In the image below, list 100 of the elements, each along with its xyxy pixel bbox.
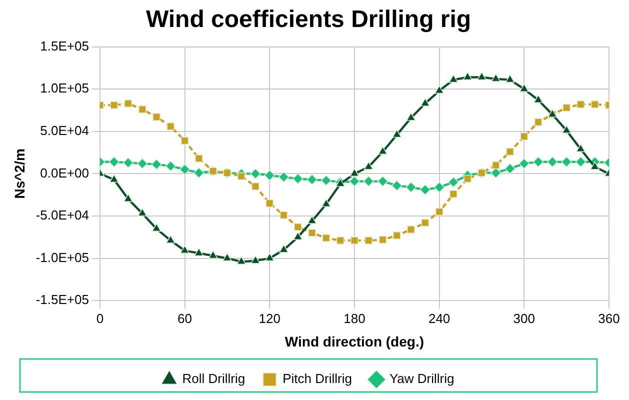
point	[138, 208, 148, 216]
point	[180, 245, 190, 254]
x-tick-label: 0	[96, 310, 104, 326]
point	[280, 211, 288, 220]
point	[322, 234, 330, 242]
point	[364, 162, 374, 170]
point	[320, 175, 332, 186]
point	[576, 100, 585, 108]
y-tick-label: -5.0E+04	[36, 208, 89, 223]
point	[109, 174, 119, 183]
point	[279, 244, 288, 253]
point	[264, 170, 276, 181]
point	[294, 223, 302, 231]
point	[519, 84, 529, 92]
point	[421, 218, 430, 227]
point	[292, 173, 304, 184]
point	[590, 100, 599, 108]
point	[504, 163, 516, 174]
point	[194, 167, 204, 178]
point	[152, 113, 160, 121]
x-tick-label: 300	[513, 310, 536, 326]
x-tick-label: 360	[598, 310, 620, 326]
point	[222, 252, 232, 262]
point	[166, 235, 176, 244]
point	[406, 182, 416, 193]
point	[520, 132, 528, 140]
point	[464, 174, 472, 183]
point	[477, 72, 486, 80]
point	[434, 182, 445, 193]
point	[450, 190, 458, 198]
point	[363, 176, 374, 187]
y-tick-label: 1.0E+05	[40, 80, 89, 96]
point	[505, 74, 515, 83]
point	[420, 184, 431, 196]
point	[434, 85, 444, 94]
point	[122, 157, 134, 168]
point	[152, 223, 162, 232]
point	[561, 156, 572, 168]
point	[350, 236, 358, 244]
point	[180, 136, 189, 145]
chart-title: Wind coefficients Drilling rig	[146, 6, 472, 34]
point	[308, 228, 316, 237]
point	[575, 156, 586, 168]
y-axis-title: Ns^2/m	[11, 148, 28, 199]
point	[350, 168, 360, 177]
legend-label: Pitch Drillrig	[282, 371, 352, 386]
point	[138, 105, 146, 114]
point	[108, 156, 120, 168]
point	[392, 232, 401, 240]
point	[364, 236, 373, 244]
point	[237, 172, 246, 180]
x-tick-label: 120	[258, 310, 280, 326]
point	[293, 232, 303, 240]
point	[250, 168, 261, 180]
point	[462, 72, 472, 80]
point	[392, 129, 402, 138]
legend-label: Yaw Drillrig	[389, 371, 454, 386]
x-tick-label: 180	[344, 310, 366, 326]
point	[236, 256, 246, 265]
point	[420, 98, 430, 106]
point	[378, 236, 387, 244]
x-axis-title: Wind direction (deg.)	[284, 333, 424, 350]
point	[590, 162, 600, 170]
point	[534, 118, 542, 126]
point	[321, 198, 331, 208]
point	[306, 174, 318, 186]
point	[194, 154, 203, 162]
y-tick-label: -1.0E+05	[36, 250, 89, 265]
point	[518, 158, 530, 169]
point	[264, 252, 274, 262]
point	[123, 194, 133, 202]
y-tick-label: 5.0E+04	[40, 122, 89, 138]
point	[406, 112, 416, 121]
point	[532, 156, 544, 168]
point	[110, 101, 118, 110]
y-tick-label: -1.5E+05	[36, 292, 89, 308]
x-tick-label: 60	[178, 310, 192, 326]
point	[391, 180, 402, 191]
point	[151, 158, 162, 170]
point	[166, 122, 175, 130]
point	[576, 144, 586, 152]
point	[562, 104, 571, 112]
point	[435, 208, 444, 216]
point	[377, 176, 388, 187]
point	[307, 216, 317, 224]
point	[349, 176, 360, 187]
point	[208, 250, 218, 259]
point	[506, 148, 514, 156]
point	[492, 161, 500, 170]
point	[165, 160, 176, 172]
y-tick-label: 0.0E+00	[40, 165, 89, 180]
point	[250, 255, 260, 264]
point	[448, 176, 459, 188]
point	[491, 74, 501, 82]
point	[336, 236, 344, 244]
point	[378, 146, 388, 155]
point	[562, 125, 572, 134]
x-tick-label: 240	[428, 310, 450, 326]
point	[534, 94, 544, 103]
point	[124, 100, 132, 108]
